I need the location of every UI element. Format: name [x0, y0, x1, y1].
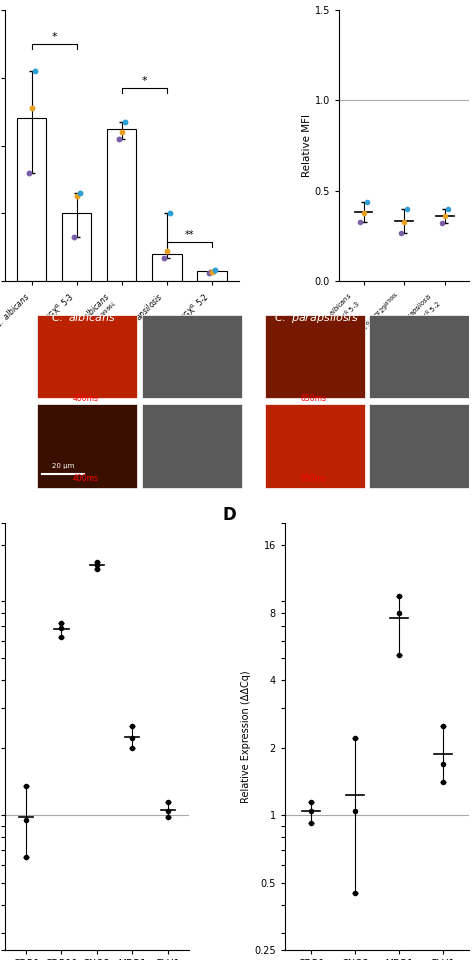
Text: MGX$^\mathrm{R}$ 5-2: MGX$^\mathrm{R}$ 5-2	[258, 427, 269, 463]
Point	[441, 208, 449, 224]
Point	[205, 266, 212, 281]
Text: WT: WT	[7, 343, 16, 357]
Point	[308, 803, 315, 818]
Point	[22, 779, 30, 794]
Y-axis label: Relative MFI: Relative MFI	[302, 114, 312, 177]
Text: **: **	[185, 230, 194, 240]
Point	[356, 214, 364, 229]
Point	[58, 630, 65, 645]
Point	[397, 225, 405, 240]
Text: MGX$^\mathrm{R}$ 5-3: MGX$^\mathrm{R}$ 5-3	[7, 427, 18, 463]
Text: $\it{C.\ parapsilosis}$: $\it{C.\ parapsilosis}$	[274, 311, 359, 325]
Point	[76, 185, 84, 201]
Point	[22, 812, 30, 828]
Point	[351, 885, 359, 900]
Point	[444, 202, 452, 217]
Point	[211, 262, 219, 277]
Point	[164, 803, 172, 818]
Bar	[62, 213, 91, 281]
Point	[404, 202, 411, 217]
Text: *: *	[142, 76, 147, 85]
Bar	[152, 254, 182, 281]
Text: $\it{C.\ albicans}$: $\it{C.\ albicans}$	[51, 311, 116, 324]
Point	[128, 718, 136, 733]
Point	[395, 588, 403, 604]
Point	[351, 803, 359, 818]
Point	[160, 250, 167, 265]
Text: D: D	[222, 506, 236, 524]
Point	[164, 794, 172, 809]
Point	[128, 740, 136, 756]
Text: 650ms: 650ms	[301, 474, 327, 483]
Text: WT: WT	[258, 343, 267, 357]
Bar	[107, 129, 137, 281]
Point	[93, 562, 100, 577]
Point	[163, 243, 171, 258]
Point	[164, 809, 172, 825]
Point	[439, 756, 447, 771]
Point	[31, 63, 39, 79]
Point	[439, 775, 447, 790]
Bar	[197, 272, 227, 281]
Y-axis label: Relative Expression (ΔΔCq): Relative Expression (ΔΔCq)	[241, 670, 252, 804]
Point	[58, 615, 65, 631]
Point	[401, 214, 408, 229]
Point	[208, 264, 216, 279]
Text: 400ms: 400ms	[73, 474, 99, 483]
Text: 650ms: 650ms	[301, 395, 327, 403]
Text: *: *	[52, 32, 57, 41]
Point	[128, 731, 136, 746]
Point	[395, 647, 403, 662]
Point	[351, 731, 359, 746]
Point	[395, 605, 403, 620]
Point	[166, 205, 174, 221]
Point	[93, 554, 100, 569]
Point	[308, 794, 315, 809]
Point	[439, 718, 447, 733]
Point	[28, 101, 36, 116]
Text: 400ms: 400ms	[73, 395, 99, 403]
Point	[22, 850, 30, 865]
Point	[70, 229, 77, 245]
Text: B: B	[14, 311, 27, 329]
Point	[93, 558, 100, 573]
Text: 20 µm: 20 µm	[52, 464, 74, 469]
Point	[360, 204, 367, 220]
Point	[73, 189, 81, 204]
Point	[25, 165, 32, 180]
Point	[308, 816, 315, 831]
Bar	[17, 118, 46, 281]
Point	[118, 124, 126, 139]
Point	[58, 621, 65, 636]
Point	[363, 194, 371, 209]
Point	[115, 132, 122, 147]
Point	[438, 216, 446, 231]
Point	[121, 114, 129, 130]
